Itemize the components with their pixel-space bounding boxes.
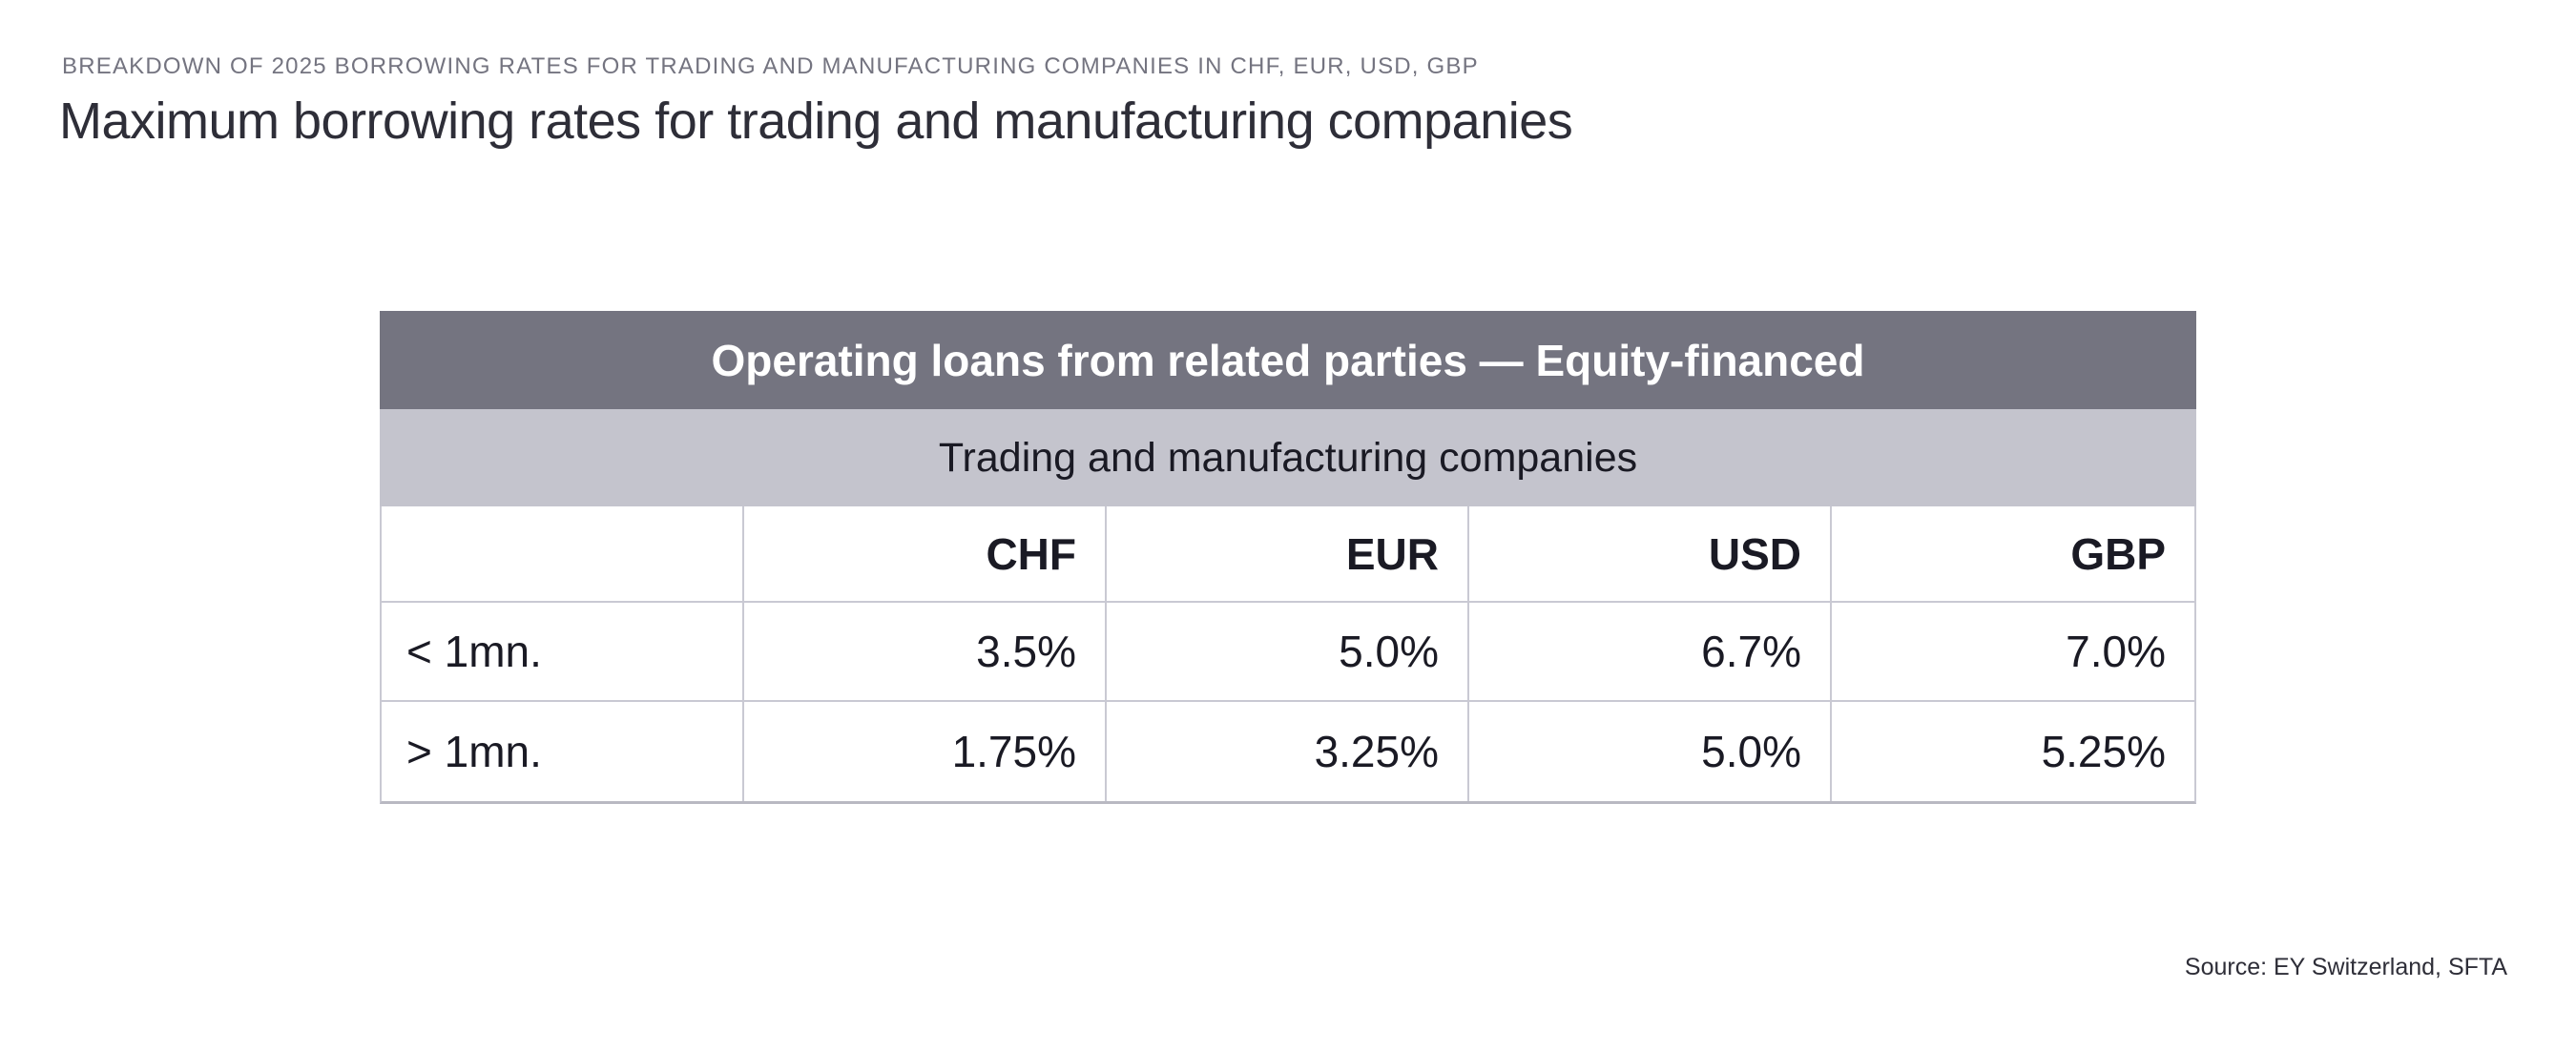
value-over-1mn-gbp: 5.25% [2041,727,2166,776]
rates-table: Operating loans from related parties — E… [380,311,2196,804]
value-over-1mn-eur: 3.25% [1107,702,1469,801]
table-grid: CHF EUR USD GBP < 1mn. 3.5% 5.0% 6.7% 7.… [380,506,2196,804]
value-under-1mn-eur: 5.0% [1107,603,1469,702]
table-header-band: Operating loans from related parties — E… [380,311,2196,409]
column-header-usd: USD [1469,506,1832,603]
page-title: Maximum borrowing rates for trading and … [59,93,1573,150]
column-header-empty [382,506,744,603]
value-under-1mn-usd: 6.7% [1469,603,1832,702]
value-under-1mn-chf: 3.5% [744,603,1107,702]
source-note: Source: EY Switzerland, SFTA [2184,954,2507,980]
row-label-over-1mn: > 1mn. [382,702,744,801]
column-header-gbp: GBP [1832,506,2194,603]
value-over-1mn-chf: 1.75% [744,702,1107,801]
value-over-1mn-usd: 5.0% [1469,702,1832,801]
column-header-eur: EUR [1107,506,1469,603]
table-subheader-band: Trading and manufacturing companies [380,409,2196,506]
value-under-1mn-gbp: 7.0% [1832,603,2194,702]
kicker-text: BREAKDOWN OF 2025 BORROWING RATES FOR TR… [62,53,1479,79]
row-label-under-1mn: < 1mn. [382,603,744,702]
column-header-chf: CHF [744,506,1107,603]
